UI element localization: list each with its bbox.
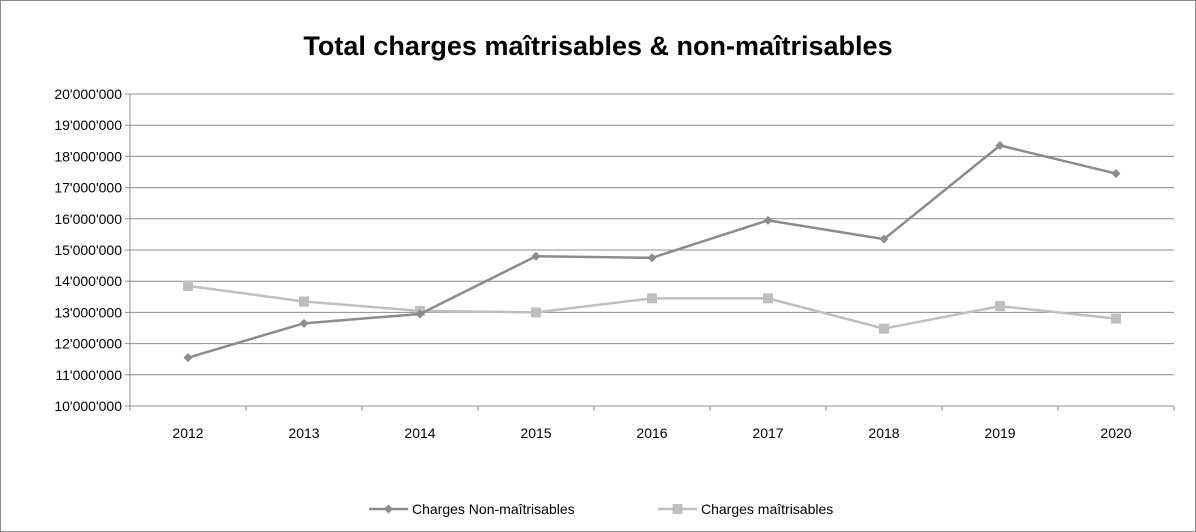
- y-tick-label: 11'000'000: [55, 367, 122, 383]
- data-point-non-maitrisables: [1111, 169, 1121, 179]
- y-tick-label: 17'000'000: [54, 180, 122, 196]
- y-tick-label: 20'000'000: [54, 86, 122, 102]
- x-tick-label: 2017: [752, 425, 783, 441]
- x-tick-label: 2014: [404, 425, 435, 441]
- y-tick-label: 15'000'000: [54, 242, 122, 258]
- data-point-maitrisables: [763, 293, 773, 304]
- x-tick-label: 2013: [288, 425, 319, 441]
- x-tick-label: 2018: [868, 425, 899, 441]
- legend-marker-maitrisables: [672, 504, 683, 514]
- data-point-non-maitrisables: [531, 251, 541, 261]
- y-tick-label: 14'000'000: [54, 273, 122, 289]
- legend-label-non-maitrisables: Charges Non-maîtrisables: [412, 501, 575, 517]
- series-line-non-maitrisables: [187, 144, 1117, 359]
- y-tick-label: 18'000'000: [54, 148, 122, 164]
- data-point-maitrisables: [531, 307, 541, 318]
- data-point-non-maitrisables: [183, 353, 193, 363]
- x-tick-label: 2012: [172, 425, 203, 441]
- data-point-maitrisables: [647, 293, 657, 304]
- data-point-non-maitrisables: [415, 309, 425, 319]
- x-tick-label: 2019: [984, 425, 1015, 441]
- legend-label-maitrisables: Charges maîtrisables: [701, 501, 833, 517]
- data-point-maitrisables: [879, 323, 889, 334]
- y-tick-label: 16'000'000: [54, 211, 122, 227]
- data-point-maitrisables: [299, 296, 309, 307]
- data-point-non-maitrisables: [995, 140, 1005, 150]
- data-point-non-maitrisables: [647, 253, 657, 263]
- data-point-non-maitrisables: [879, 234, 889, 244]
- data-point-non-maitrisables: [763, 215, 773, 225]
- x-tick-label: 2015: [520, 425, 551, 441]
- x-tick-label: 2020: [1100, 425, 1131, 441]
- y-tick-label: 10'000'000: [54, 398, 122, 414]
- data-point-non-maitrisables: [299, 318, 309, 328]
- data-point-maitrisables: [1111, 313, 1121, 324]
- y-tick-label: 12'000'000: [54, 336, 122, 352]
- chart-title: Total charges maîtrisables & non-maîtris…: [303, 31, 893, 61]
- data-point-maitrisables: [183, 280, 193, 291]
- y-tick-label: 13'000'000: [54, 304, 122, 320]
- data-point-maitrisables: [995, 301, 1005, 312]
- x-tick-label: 2016: [636, 425, 667, 441]
- legend-marker-non-maitrisables: [384, 504, 393, 514]
- y-tick-label: 19'000'000: [54, 117, 122, 133]
